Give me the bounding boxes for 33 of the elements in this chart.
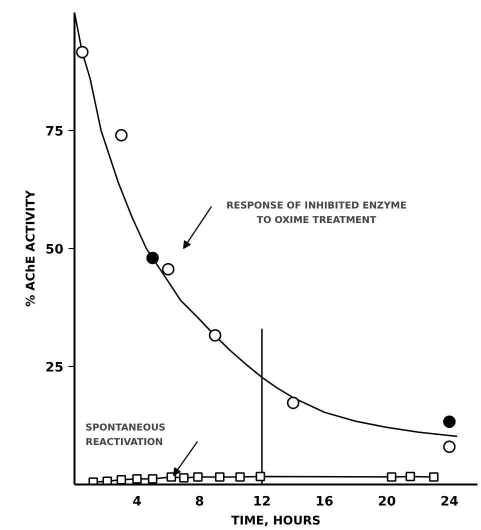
point bbox=[146, 252, 159, 264]
x-tick-label: 8 bbox=[194, 494, 204, 510]
y-tick-label: 25 bbox=[45, 360, 64, 376]
point bbox=[115, 128, 128, 142]
point bbox=[166, 472, 176, 482]
point bbox=[162, 263, 174, 276]
point bbox=[193, 472, 203, 482]
point bbox=[443, 440, 456, 453]
point bbox=[256, 472, 266, 482]
point bbox=[208, 329, 222, 342]
x-tick-label: 4 bbox=[132, 494, 142, 510]
x-tick-label: 12 bbox=[252, 494, 271, 510]
x-axis-title: TIME, HOURS bbox=[231, 514, 321, 528]
y-tick-label: 50 bbox=[45, 242, 64, 258]
point bbox=[443, 415, 456, 428]
point bbox=[116, 475, 126, 484]
annotation: RESPONSE OF INHIBITED ENZYME TO OXIME TREATMENT bbox=[226, 200, 407, 226]
x-tick-label: 16 bbox=[315, 494, 334, 510]
point bbox=[215, 472, 225, 482]
point bbox=[132, 474, 142, 484]
point bbox=[386, 472, 396, 482]
y-tick-label: 75 bbox=[45, 124, 64, 140]
point bbox=[429, 472, 439, 482]
x-tick-label: 20 bbox=[378, 494, 396, 510]
point bbox=[179, 473, 189, 483]
point bbox=[286, 396, 300, 410]
y-axis-title: % AChE ACTIVITY bbox=[23, 190, 38, 307]
point bbox=[406, 472, 416, 482]
point bbox=[235, 472, 245, 482]
point bbox=[76, 46, 89, 58]
point bbox=[148, 474, 158, 484]
x-tick-label: 24 bbox=[440, 494, 458, 510]
annotation: SPONTANEOUS REACTIVATION bbox=[86, 422, 166, 448]
